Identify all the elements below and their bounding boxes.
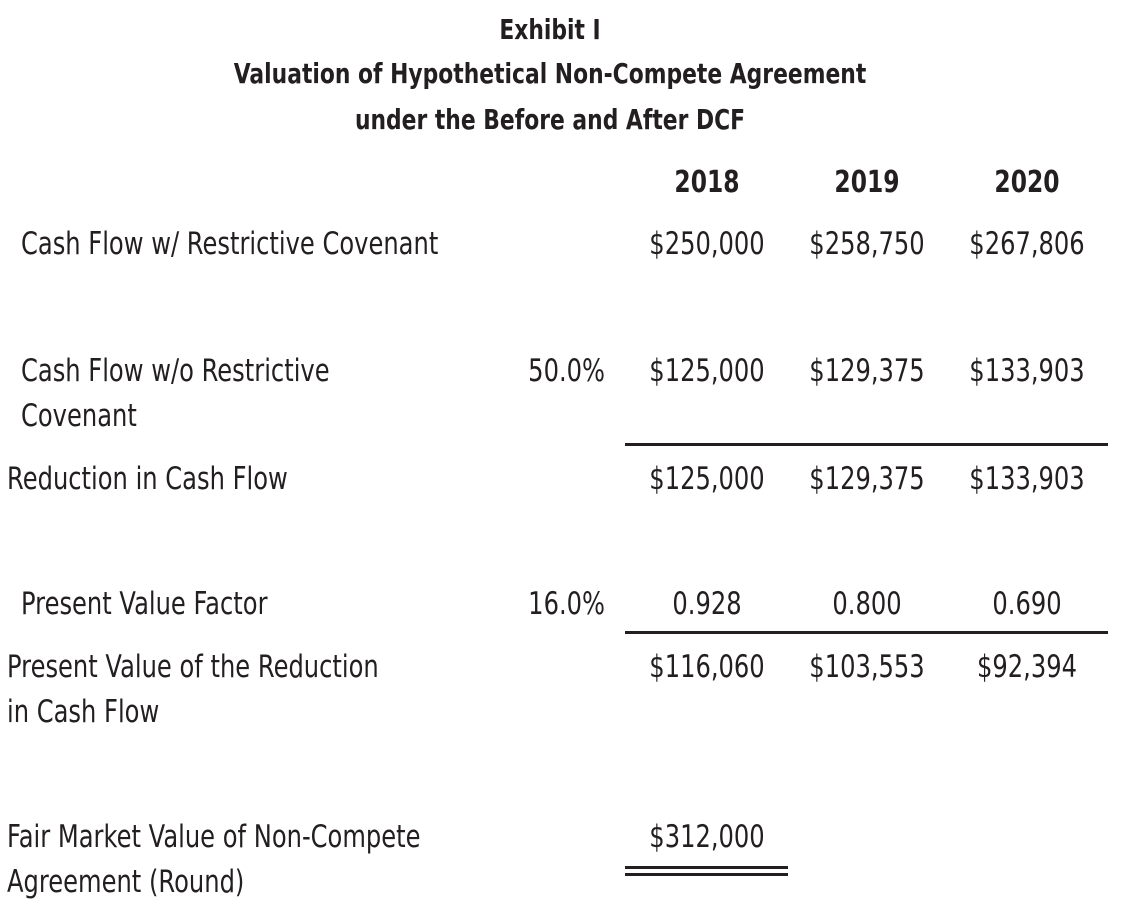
- year-header-2020: 2020: [994, 165, 1060, 200]
- row-label-pv-reduction-cont: in Cash Flow: [7, 694, 160, 730]
- cash-flow-without-2020: $133,903: [969, 353, 1085, 389]
- row-label-fair-market-value-cont: Agreement (Round): [7, 864, 245, 900]
- row-label-reduction: Reduction in Cash Flow: [7, 461, 288, 497]
- subtotal-rule-2: [625, 631, 1108, 634]
- pv-factor-rate: 16.0%: [528, 586, 605, 622]
- row-label-pv-factor: Present Value Factor: [21, 586, 268, 622]
- reduction-2019: $129,375: [809, 461, 925, 497]
- cash-flow-with-2018: $250,000: [649, 226, 765, 262]
- cash-flow-without-2019: $129,375: [809, 353, 925, 389]
- total-double-rule-top: [625, 866, 788, 869]
- reduction-2018: $125,000: [649, 461, 765, 497]
- row-label-cash-flow-without-covenant-cont: Covenant: [21, 398, 137, 434]
- row-label-fair-market-value: Fair Market Value of Non-Compete: [7, 819, 421, 855]
- row-label-cash-flow-without-covenant: Cash Flow w/o Restrictive: [21, 353, 330, 389]
- pv-reduction-2020: $92,394: [976, 649, 1077, 685]
- cash-flow-with-2019: $258,750: [809, 226, 925, 262]
- year-header-2019: 2019: [834, 165, 900, 200]
- pv-factor-2019: 0.800: [832, 586, 902, 622]
- pv-factor-2020: 0.690: [992, 586, 1062, 622]
- pv-reduction-2019: $103,553: [809, 649, 925, 685]
- exhibit-title: Valuation of Hypothetical Non-Compete Ag…: [233, 57, 867, 90]
- cash-flow-without-rate: 50.0%: [528, 353, 605, 389]
- cash-flow-without-2018: $125,000: [649, 353, 765, 389]
- reduction-2020: $133,903: [969, 461, 1085, 497]
- row-label-cash-flow-with-covenant: Cash Flow w/ Restrictive Covenant: [21, 226, 439, 262]
- subtotal-rule-1: [625, 443, 1108, 446]
- exhibit-label: Exhibit I: [499, 13, 601, 46]
- cash-flow-with-2020: $267,806: [969, 226, 1085, 262]
- pv-factor-2018: 0.928: [672, 586, 742, 622]
- pv-reduction-2018: $116,060: [649, 649, 765, 685]
- row-label-pv-reduction: Present Value of the Reduction: [7, 649, 379, 685]
- total-double-rule-bottom: [625, 873, 788, 876]
- fair-market-value-total: $312,000: [649, 819, 765, 855]
- year-header-2018: 2018: [674, 165, 740, 200]
- exhibit-subtitle: under the Before and After DCF: [354, 103, 746, 136]
